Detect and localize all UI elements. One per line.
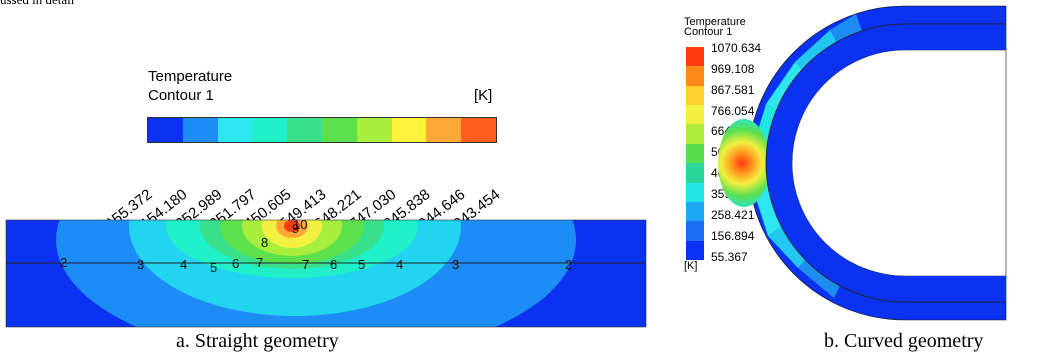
straight-legend-title: Temperature [148, 68, 233, 85]
straight-legend-colorbar [147, 117, 497, 143]
curved-legend-swatch [686, 124, 704, 144]
plate-outline [5, 219, 647, 328]
straight-contour-label: 5 [358, 257, 365, 272]
curved-legend-swatch [686, 201, 704, 222]
straight-contour-label: 7 [256, 255, 263, 270]
straight-contour-label: 4 [180, 257, 187, 272]
curved-legend-swatch [686, 105, 704, 125]
straight-legend-swatch [148, 118, 183, 142]
straight-band-10 [284, 220, 300, 232]
straight-legend-subtitle: Contour 1 [148, 87, 214, 104]
curved-legend-swatch [686, 66, 704, 86]
curved-legend-value: 258.421 [711, 207, 755, 222]
curved-legend-unit: [K] [684, 260, 698, 272]
curved-legend-value: 969.108 [711, 61, 755, 76]
straight-legend-swatch [426, 118, 462, 142]
straight-legend-swatch [182, 118, 218, 142]
curved-legend-swatch [686, 221, 704, 241]
curved-legend-swatch [686, 47, 704, 67]
straight-legend-swatch [287, 118, 322, 142]
straight-contour-label: 4 [396, 257, 403, 272]
curved-caption: b. Curved geometry [824, 330, 984, 352]
curved-legend-swatch [686, 182, 704, 202]
curved-legend-swatch [686, 143, 704, 164]
curved-legend-swatch [686, 240, 704, 260]
curved-legend-swatch [686, 163, 704, 183]
straight-legend-swatch [461, 118, 496, 142]
curved-legend-value: 55.367 [711, 249, 748, 264]
straight-legend-swatch [321, 118, 357, 142]
straight-contour-label: 10 [293, 217, 307, 232]
curved-legend-colorbar [686, 47, 704, 260]
straight-contour-label: 9 [292, 221, 299, 236]
cut-off-text: ussed in detail [0, 0, 74, 8]
straight-contour-label: 2 [565, 257, 572, 272]
straight-contour-field [6, 220, 646, 327]
curved-legend-value: 766.054 [711, 103, 755, 118]
straight-contour-label: 7 [302, 257, 309, 272]
curved-legend-value: 156.894 [711, 228, 755, 243]
straight-contour-label: 6 [330, 257, 337, 272]
straight-contour-label: 2 [60, 255, 67, 270]
straight-contour-label: 3 [452, 257, 459, 272]
curved-legend-swatch [686, 85, 704, 106]
curved-legend-value: 867.581 [711, 82, 755, 97]
curved-hotspot [718, 119, 770, 207]
straight-contour-label: 6 [232, 256, 239, 271]
curved-legend-subtitle: Contour 1 [684, 26, 733, 38]
curved-legend-title: Temperature [684, 16, 746, 28]
straight-caption: a. Straight geometry [176, 330, 339, 352]
straight-legend-swatch [356, 118, 392, 142]
straight-legend-unit: [K] [474, 87, 493, 104]
straight-contour-label: 5 [210, 260, 217, 275]
straight-legend-swatch [252, 118, 288, 142]
curved-legend-value: 1070.634 [711, 41, 762, 55]
straight-contour-label: 8 [261, 235, 268, 250]
straight-legend-swatch [391, 118, 427, 142]
straight-legend-swatch [217, 118, 253, 142]
straight-contour-label: 3 [137, 257, 144, 272]
